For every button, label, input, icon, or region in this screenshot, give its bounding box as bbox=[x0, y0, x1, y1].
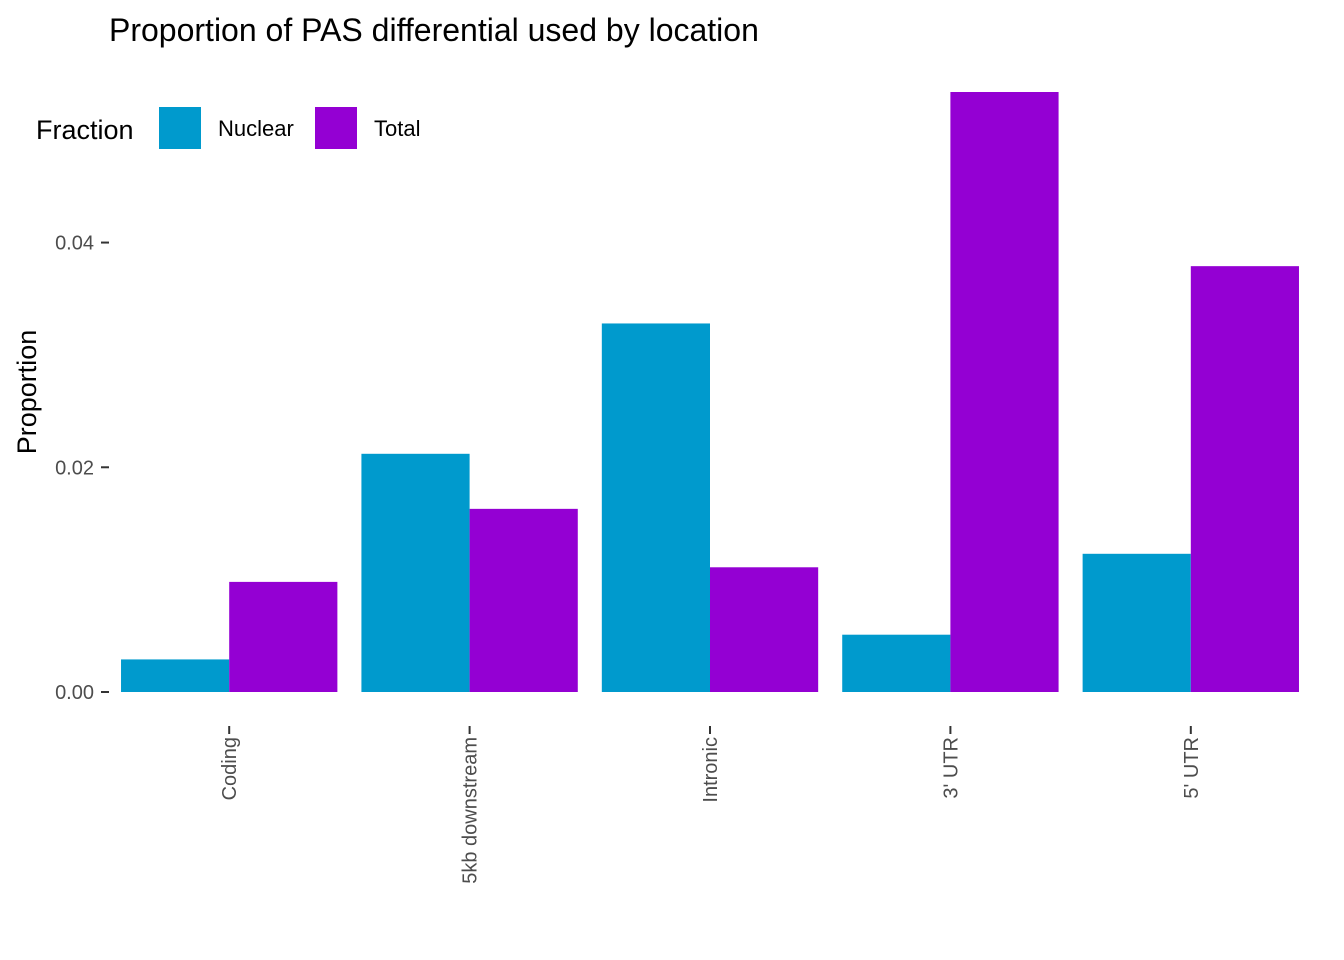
bar-nuclear-2 bbox=[601, 323, 710, 692]
x-tick-label: 5' UTR bbox=[1181, 737, 1203, 799]
y-axis: 0.00 0.02 0.04 bbox=[55, 233, 109, 704]
legend-title: Fraction bbox=[36, 115, 134, 145]
chart-title: Proportion of PAS differential used by l… bbox=[109, 12, 759, 48]
legend-label-nuclear: Nuclear bbox=[218, 116, 294, 141]
bar-total-4 bbox=[1190, 266, 1299, 692]
x-tick-label: Intronic bbox=[700, 737, 722, 803]
y-tick-label: 0.02 bbox=[55, 457, 94, 479]
bar-nuclear-3 bbox=[842, 634, 951, 692]
bar-nuclear-0 bbox=[121, 659, 230, 692]
legend-swatch-total bbox=[315, 107, 357, 149]
bar-total-2 bbox=[710, 567, 819, 692]
y-axis-title: Proportion bbox=[12, 330, 42, 455]
x-axis: Coding 5kb downstream Intronic 3' UTR 5' UTR bbox=[219, 726, 1203, 884]
bar-nuclear-1 bbox=[361, 453, 470, 692]
legend: Fraction Nuclear Total bbox=[36, 107, 420, 149]
bar-total-1 bbox=[469, 508, 578, 692]
bar-total-3 bbox=[950, 92, 1059, 692]
x-tick-label: 5kb downstream bbox=[460, 737, 482, 884]
legend-swatch-nuclear bbox=[159, 107, 201, 149]
x-tick-label: 3' UTR bbox=[940, 737, 962, 799]
x-tick-label: Coding bbox=[219, 737, 241, 800]
bar-nuclear-4 bbox=[1082, 553, 1191, 692]
bars bbox=[121, 92, 1299, 692]
y-tick-label: 0.00 bbox=[55, 682, 94, 704]
bar-total-0 bbox=[229, 581, 338, 692]
y-tick-label: 0.04 bbox=[55, 233, 94, 255]
legend-label-total: Total bbox=[374, 116, 420, 141]
